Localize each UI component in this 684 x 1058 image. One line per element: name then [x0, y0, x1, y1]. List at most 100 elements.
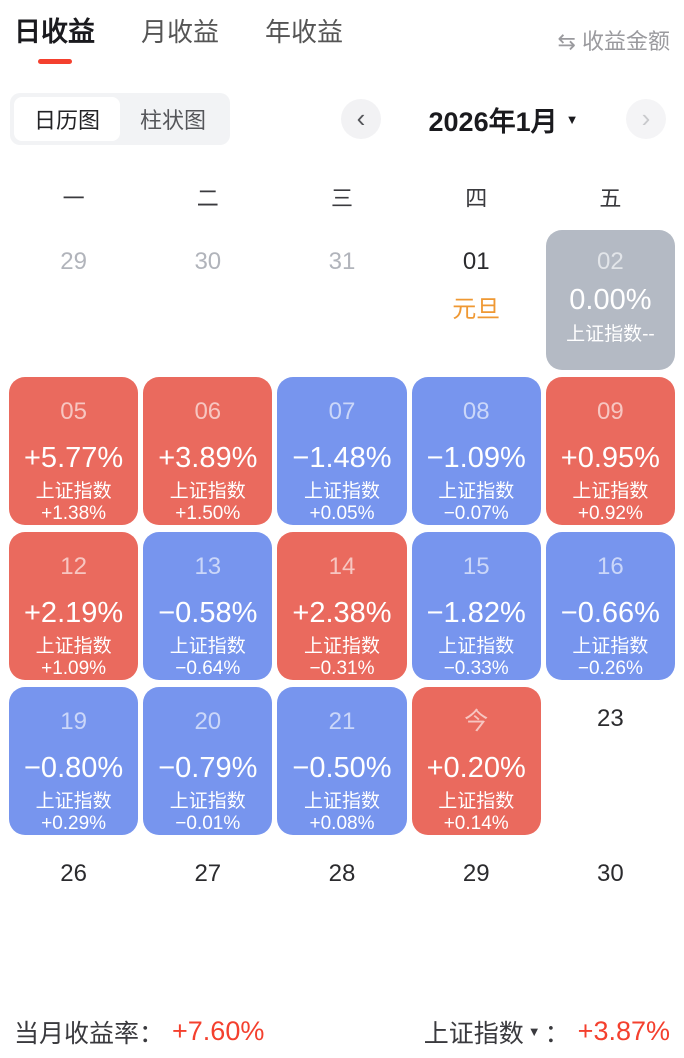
calendar-cell[interactable]: 19 −0.80% 上证指数+0.29% — [9, 687, 139, 835]
index-change-label: 上证指数−0.01% — [169, 791, 246, 834]
calendar-cell[interactable]: 06 +3.89% 上证指数+1.50% — [143, 377, 273, 525]
calendar-cell[interactable]: 14 +2.38% 上证指数−0.31% — [277, 532, 407, 680]
view-option-bar-chart[interactable]: 柱状图 — [139, 108, 206, 133]
index-change-label: 上证指数−0.26% — [572, 636, 649, 679]
weekday-label: 四 — [465, 186, 488, 211]
tab-yearly-return[interactable]: 年收益 — [265, 14, 343, 70]
day-number: 15 — [462, 553, 490, 580]
month-title: 2026年1月 — [428, 106, 558, 137]
calendar-cell: 01 元旦 — [412, 230, 541, 370]
daily-return-value: +2.38% — [292, 597, 392, 629]
weekday-header: 一 二 三 四 五 — [0, 185, 684, 213]
month-return-summary: 当月收益率： +7.60% — [14, 1014, 264, 1050]
index-change-label: 上证指数+0.14% — [438, 791, 515, 834]
calendar-cell[interactable]: 09 +0.95% 上证指数+0.92% — [545, 377, 675, 525]
day-number: 08 — [462, 398, 490, 425]
calendar-cell: 30 — [546, 842, 675, 928]
day-number: 30 — [194, 248, 222, 275]
index-selector[interactable]: 上证指数 ▼ ： +3.87% — [424, 1014, 670, 1050]
day-number: 29 — [60, 248, 87, 275]
daily-return-value: −1.09% — [426, 442, 526, 474]
calendar-cell[interactable]: 16 −0.66% 上证指数−0.26% — [545, 532, 675, 680]
daily-return-value: +0.20% — [426, 752, 526, 784]
day-number: 16 — [597, 553, 624, 580]
day-number: 29 — [462, 860, 490, 887]
daily-return-value: +3.89% — [158, 442, 258, 474]
day-number: 01 — [462, 248, 490, 275]
daily-return-value: −1.48% — [292, 442, 392, 474]
index-change-label: 上证指数+1.38% — [35, 481, 112, 524]
caret-down-icon: ▼ — [527, 1024, 541, 1039]
calendar-cell: 23 — [546, 687, 675, 835]
next-month-button[interactable]: › — [626, 99, 666, 139]
calendar-cell[interactable]: 07 −1.48% 上证指数+0.05% — [277, 377, 407, 525]
calendar-cell[interactable]: 20 −0.79% 上证指数−0.01% — [143, 687, 273, 835]
daily-return-value: −0.80% — [24, 752, 124, 784]
calendar-cell: 30 — [143, 230, 272, 370]
day-number: 09 — [597, 398, 624, 425]
calendar-cell: 29 — [412, 842, 541, 928]
month-return-value: +7.60% — [172, 1016, 265, 1046]
day-number: 28 — [328, 860, 356, 887]
tab-daily-return[interactable]: 日收益 — [14, 14, 95, 70]
calendar-cell: 26 — [9, 842, 138, 928]
calendar-cell[interactable]: 13 −0.58% 上证指数−0.64% — [143, 532, 273, 680]
tab-monthly-return[interactable]: 月收益 — [141, 14, 219, 70]
index-change-label: 上证指数−0.33% — [438, 636, 515, 679]
prev-month-button[interactable]: ‹ — [341, 99, 381, 139]
calendar-grid: 29 30 31 01 元旦 02 0.00% 上证指数-- 05 +5.77% 上证指数+1.38… — [0, 230, 684, 928]
daily-return-value: −1.82% — [426, 597, 526, 629]
weekday-label: 三 — [330, 186, 353, 211]
calendar-cell[interactable]: 05 +5.77% 上证指数+1.38% — [9, 377, 139, 525]
calendar-cell[interactable]: 今 +0.20% 上证指数+0.14% — [411, 687, 541, 835]
day-number: 20 — [194, 708, 222, 735]
top-tab-bar: 日收益 月收益 年收益 ⇆ 收益金额 — [14, 14, 670, 70]
toggle-income-amount-label: 收益金额 — [581, 29, 670, 54]
calendar-cell[interactable]: 02 0.00% 上证指数-- — [545, 230, 675, 370]
toggle-income-amount[interactable]: ⇆ 收益金额 — [558, 14, 670, 70]
calendar-cell: 29 — [9, 230, 138, 370]
calendar-cell: 28 — [277, 842, 406, 928]
weekday-label: 二 — [196, 186, 219, 211]
daily-return-value: +5.77% — [24, 442, 124, 474]
day-number: 今 — [464, 708, 489, 735]
index-label: 上证指数 — [423, 1019, 524, 1048]
index-change-label: 上证指数+0.05% — [303, 481, 380, 524]
month-return-label: 当月收益率： — [14, 1019, 165, 1048]
calendar-cell[interactable]: 21 −0.50% 上证指数+0.08% — [277, 687, 407, 835]
calendar-cell[interactable]: 12 +2.19% 上证指数+1.09% — [9, 532, 139, 680]
index-change-label: 上证指数+1.50% — [169, 481, 246, 524]
day-number: 30 — [597, 860, 624, 887]
day-number: 19 — [60, 708, 87, 735]
daily-return-value: −0.66% — [560, 597, 660, 629]
day-number: 12 — [60, 553, 87, 580]
daily-return-value: +2.19% — [24, 597, 124, 629]
daily-return-value: −0.50% — [292, 752, 392, 784]
day-number: 26 — [60, 860, 87, 887]
daily-return-value: 0.00% — [569, 284, 652, 316]
index-change-label: 上证指数−0.31% — [303, 636, 380, 679]
summary-footer: 当月收益率： +7.60% 上证指数 ▼ ： +3.87% — [0, 1005, 684, 1058]
index-change-label: 上证指数+1.09% — [35, 636, 112, 679]
active-tab-underline — [37, 59, 72, 64]
month-selector[interactable]: 2026年1月 ▼ — [429, 100, 579, 139]
return-period-tabs: 日收益 月收益 年收益 — [14, 14, 343, 70]
calendar-cell[interactable]: 15 −1.82% 上证指数−0.33% — [411, 532, 541, 680]
view-mode-switch: 日历图 柱状图 — [10, 93, 230, 145]
tab-label: 年收益 — [265, 17, 344, 47]
day-number: 14 — [328, 553, 356, 580]
calendar-cell: 31 — [277, 230, 406, 370]
daily-return-value: −0.58% — [158, 597, 258, 629]
day-number: 13 — [194, 553, 222, 580]
holiday-label: 元旦 — [452, 296, 501, 323]
index-return-value: +3.87% — [577, 1016, 670, 1046]
swap-arrows-icon: ⇆ — [557, 29, 576, 54]
day-number: 05 — [60, 398, 87, 425]
calendar-cell: 27 — [143, 842, 272, 928]
calendar-cell[interactable]: 08 −1.09% 上证指数−0.07% — [411, 377, 541, 525]
tab-label: 日收益 — [14, 17, 95, 47]
index-change-label: 上证指数+0.29% — [35, 791, 112, 834]
view-option-calendar[interactable]: 日历图 — [14, 97, 120, 141]
tab-label: 月收益 — [141, 17, 220, 47]
